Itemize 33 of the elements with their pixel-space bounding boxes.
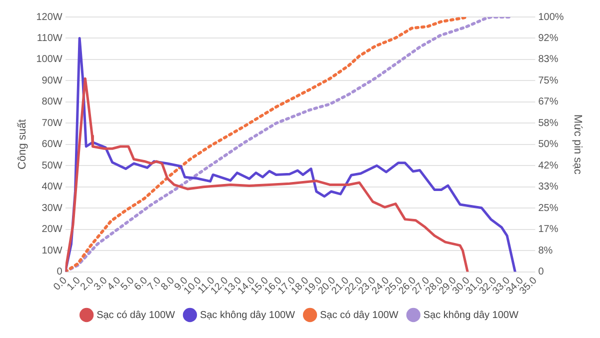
y2-tick-label: 33% (538, 182, 558, 193)
y2-tick-label: 100% (538, 12, 564, 23)
y2-tick-label: 42% (538, 160, 558, 172)
y-tick-label: 90W (42, 75, 63, 86)
y2-tick-label: 0 (538, 266, 544, 278)
y-tick-label: 10W (42, 245, 63, 256)
y-tick-label: 120W (36, 12, 63, 23)
y2-axis-title: Mức pin sạc (571, 114, 584, 175)
x-tick-label: 3.0 (92, 274, 110, 293)
y2-tick-label: 75% (538, 75, 558, 86)
y2-tick-label: 67% (538, 96, 558, 108)
y-tick-label: 70W (42, 118, 63, 129)
y2-tick-label: 83% (538, 54, 558, 66)
legend-label: Sạc có dây 100W (320, 310, 399, 321)
legend-label: Sạc không dây 100W (423, 310, 519, 321)
y2-tick-label: 25% (538, 202, 558, 214)
y-tick-label: 20W (42, 224, 63, 236)
y-tick-label: 110W (36, 32, 63, 44)
y-tick-label: 40W (42, 182, 63, 193)
legend-label: Sạc không dây 100W (200, 310, 296, 321)
y-tick-label: 80W (42, 96, 63, 108)
y2-tick-label: 8% (538, 245, 553, 256)
legend-label: Sạc có dây 100W (96, 310, 176, 321)
y-tick-label: 60W (42, 139, 63, 150)
y-tick-label: 100W (36, 54, 63, 66)
y-tick-label: 30W (42, 202, 63, 214)
y-tick-label: 0 (56, 266, 63, 278)
y2-tick-label: 92% (538, 32, 558, 44)
y2-tick-label: 50% (538, 139, 558, 150)
y2-tick-label: 58% (538, 118, 558, 129)
y-axis-title: Công suất (16, 119, 29, 170)
y-tick-label: 50W (42, 160, 63, 172)
y2-tick-label: 17% (538, 224, 558, 236)
